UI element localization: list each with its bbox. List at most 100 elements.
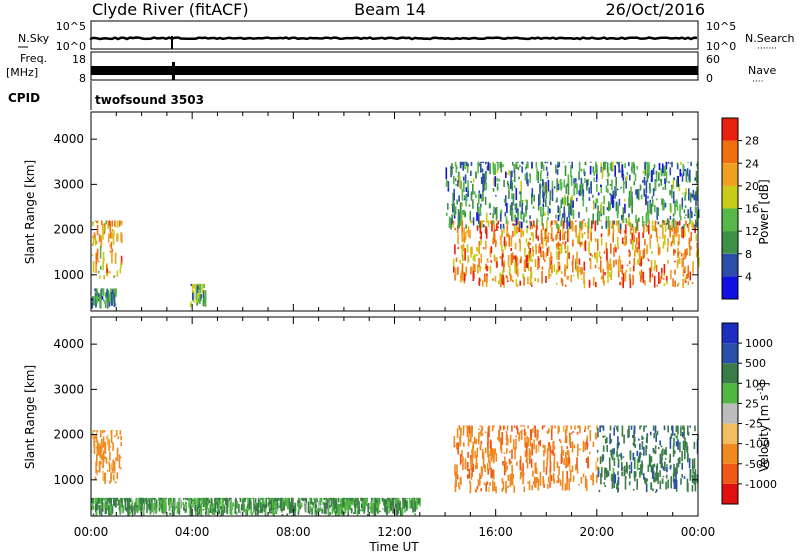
echo-streak [688,458,691,469]
echo-streak [367,505,369,513]
echo-streak [632,265,635,272]
echo-streak [508,169,511,176]
echo-streak [457,442,459,455]
echo-streak [677,251,680,257]
echo-streak [673,467,676,477]
echo-streak [542,179,544,187]
echo-streak [515,204,518,209]
echo-streak [497,226,499,228]
x-tick-label: 12:00 [377,525,412,539]
echo-streak [621,165,623,178]
echo-streak [659,224,662,227]
echo-streak [694,214,696,217]
echo-streak [195,504,198,507]
echo-streak [158,504,161,508]
echo-streak [607,216,610,227]
echo-streak [513,425,516,428]
echo-streak [468,204,471,207]
y-tick-label: 2000 [53,428,84,442]
echo-streak [467,255,469,263]
echo-streak [550,221,552,228]
echo-streak [692,189,695,199]
echo-streak [609,258,612,271]
echo-streak [559,230,561,241]
echo-streak [657,207,659,216]
echo-streak [617,454,619,461]
echo-streak [542,185,545,192]
echo-streak [461,202,463,206]
echo-streak [643,473,645,480]
echo-streak [694,469,697,480]
echo-streak [506,437,509,444]
echo-streak [692,469,694,474]
echo-streak [687,209,689,219]
echo-streak [492,237,494,245]
echo-streak [334,497,337,500]
echo-streak [579,222,582,228]
echo-streak [462,243,465,252]
echo-streak [106,503,109,508]
echo-streak [354,497,357,502]
echo-streak [607,201,610,212]
echo-streak [115,430,118,436]
echo-streak [561,445,563,454]
echo-streak [333,499,336,510]
echo-streak [651,220,654,231]
echo-streak [262,497,265,505]
echo-streak [623,199,626,202]
echo-streak [684,447,686,460]
echo-streak [570,205,573,216]
echo-streak [602,445,605,452]
echo-streak [531,161,533,169]
echo-streak [343,507,345,509]
echo-streak [458,482,460,488]
echo-streak [494,207,496,215]
echo-streak [516,427,519,432]
echo-streak [597,427,599,438]
echo-streak [546,247,549,256]
echo-streak [637,189,640,201]
echo-streak [642,271,645,284]
echo-streak [562,235,564,241]
echo-streak [622,180,625,194]
echo-streak [684,444,687,448]
echo-streak [672,474,675,476]
echo-streak [208,511,211,513]
echo-streak [464,174,467,184]
echo-streak [356,509,359,516]
echo-streak [222,509,224,516]
echo-streak [480,267,482,269]
echo-streak [561,220,564,222]
colorbar-tick-label: -25 [745,418,763,431]
echo-streak [509,474,512,487]
echo-streak [633,257,636,266]
echo-streak [482,190,484,202]
echo-streak [485,228,488,239]
echo-streak [524,199,527,203]
echo-streak [356,497,358,505]
echo-streak [580,242,582,245]
echo-streak [531,259,534,262]
power-colorbar-label: Power [dB] [757,179,771,244]
echo-streak [281,497,283,500]
echo-streak [393,497,396,500]
echo-streak [636,219,638,230]
echo-streak [458,425,461,430]
echo-streak [600,473,602,485]
echo-streak [347,500,349,513]
echo-streak [188,497,190,509]
colorbar-swatch [722,163,738,186]
echo-streak [324,497,327,500]
echo-streak [297,510,300,515]
echo-streak [682,440,685,450]
echo-streak [417,497,419,505]
echo-streak [365,497,368,503]
echo-streak [106,434,109,445]
echo-streak [185,501,187,506]
echo-streak [551,265,553,274]
echo-streak [479,443,482,451]
echo-streak [171,510,174,513]
echo-streak [679,168,682,177]
echo-streak [575,224,577,238]
echo-streak [459,260,461,264]
